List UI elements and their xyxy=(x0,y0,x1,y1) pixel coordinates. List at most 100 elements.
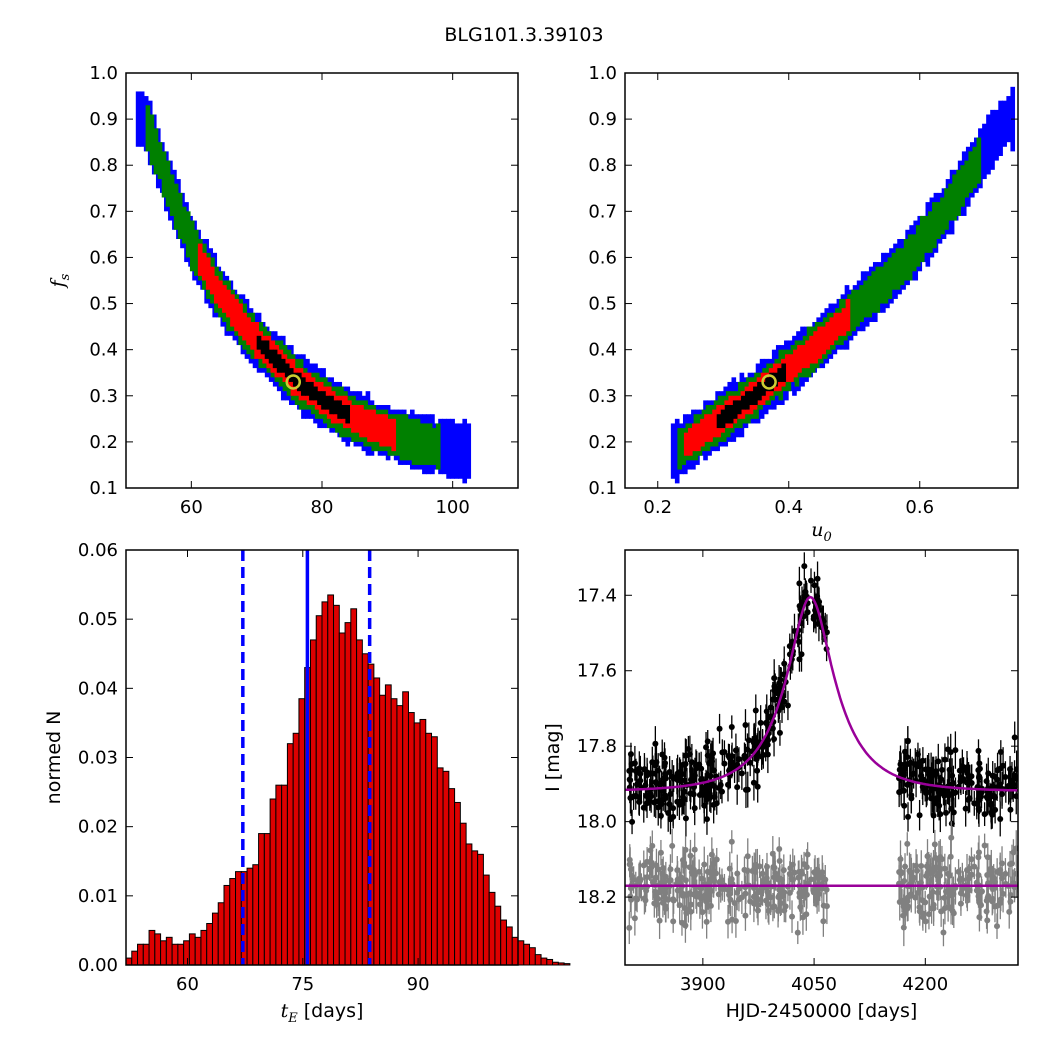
data-point xyxy=(784,702,791,709)
contour-cell xyxy=(313,386,318,401)
data-point xyxy=(657,812,664,819)
data-point xyxy=(904,738,911,745)
data-point xyxy=(669,773,676,780)
data-point xyxy=(949,790,956,797)
data-point xyxy=(721,748,728,755)
x-tick-label: 100 xyxy=(435,497,469,518)
contour-cell xyxy=(948,183,953,221)
data-point xyxy=(777,676,784,683)
contour-cell xyxy=(986,114,991,175)
contour-cell xyxy=(395,414,401,456)
contour-cell xyxy=(256,335,262,350)
contour-cell xyxy=(292,372,298,387)
contour-1-sigma xyxy=(256,335,351,424)
contour-cell xyxy=(213,275,219,304)
contour-cell xyxy=(284,363,290,378)
contour-cell xyxy=(923,215,929,253)
contour-cell xyxy=(399,414,405,461)
residual-point xyxy=(997,899,1004,906)
x-tick-label: 4200 xyxy=(902,974,948,995)
residual-point xyxy=(752,862,759,869)
data-point xyxy=(1013,793,1018,800)
contour-cell xyxy=(867,275,873,318)
residual-point xyxy=(681,863,688,870)
contour-cell xyxy=(960,165,966,207)
contour-cell xyxy=(359,405,364,438)
data-point xyxy=(941,756,948,763)
contour-cell xyxy=(466,423,472,479)
y-tick-label: 0.03 xyxy=(78,748,118,769)
y-tick-label: 17.4 xyxy=(577,585,617,606)
panel-fs-vs-u0: 0.2 0.4 0.6 0.1 0.2 0.3 0.4 0.5 0.6 0.7 0.8 0.9 1.0 u… xyxy=(588,63,1019,545)
data-point xyxy=(950,809,957,816)
data-point xyxy=(957,767,964,774)
histogram-bar xyxy=(338,632,346,966)
data-point xyxy=(692,762,699,769)
residual-point xyxy=(932,854,939,861)
data-point xyxy=(937,811,944,818)
y-tick-label: 0.04 xyxy=(78,678,118,699)
x-tick-label: 0.6 xyxy=(905,497,934,518)
data-point xyxy=(983,793,990,800)
contour-cell xyxy=(415,418,421,465)
data-point xyxy=(976,760,983,767)
residual-point xyxy=(1002,870,1009,877)
y-tick-label: 18.2 xyxy=(577,887,617,908)
contour-cell xyxy=(956,169,961,216)
contour-cell xyxy=(391,418,397,452)
data-point xyxy=(635,794,642,801)
contour-cell xyxy=(165,160,171,207)
histogram-bar xyxy=(373,677,381,966)
data-point xyxy=(721,760,728,767)
contour-cell xyxy=(859,285,864,322)
contour-cell xyxy=(337,400,342,419)
x-tick-label: 0.2 xyxy=(643,497,672,518)
histogram-bar xyxy=(137,943,144,966)
data-point xyxy=(738,770,745,777)
residual-point xyxy=(728,838,735,845)
contour-cell xyxy=(135,91,141,147)
contour-cell xyxy=(329,395,334,415)
histogram-bar xyxy=(517,940,525,966)
residual-point xyxy=(713,870,720,877)
contour-cell xyxy=(238,303,243,336)
residual-point xyxy=(989,895,996,902)
residual-point xyxy=(910,874,917,881)
contour-cell xyxy=(209,266,215,295)
contour-cell xyxy=(821,326,827,355)
contour-cell xyxy=(305,381,310,396)
contour-cell xyxy=(907,234,913,281)
data-point xyxy=(643,792,650,799)
data-point xyxy=(1002,773,1009,780)
contour-cell xyxy=(161,151,167,198)
contour-cell xyxy=(670,423,676,479)
contour-cell xyxy=(411,418,417,465)
histogram-bar xyxy=(419,718,427,966)
axes: 3900 4050 4200 17.4 17.6 17.8 18.0 18.2 HJD-2450… xyxy=(542,549,1019,1022)
data-point xyxy=(659,751,666,758)
histogram-bar xyxy=(488,891,496,966)
contour-cell xyxy=(724,405,730,424)
residual-point xyxy=(1008,860,1015,867)
residual-point xyxy=(732,917,739,924)
residual-point xyxy=(703,918,710,925)
contour-cell xyxy=(875,266,881,313)
contour-cell xyxy=(801,345,806,369)
data-point xyxy=(661,792,668,799)
residual-point xyxy=(655,866,662,873)
data-point xyxy=(745,737,752,744)
residual-point xyxy=(691,872,698,879)
residual-point xyxy=(922,899,929,906)
residual-point xyxy=(994,923,1001,930)
y-tick-label: 1.0 xyxy=(588,63,617,84)
residual-point xyxy=(738,894,745,901)
contour-cell xyxy=(728,405,734,424)
residual-point xyxy=(742,912,749,919)
residual-point xyxy=(782,903,789,910)
y-axis-label: normed N xyxy=(43,711,65,805)
contour-cell xyxy=(234,298,239,332)
contour-cell xyxy=(825,322,831,350)
data-point xyxy=(742,721,749,728)
contour-cell xyxy=(797,345,802,373)
